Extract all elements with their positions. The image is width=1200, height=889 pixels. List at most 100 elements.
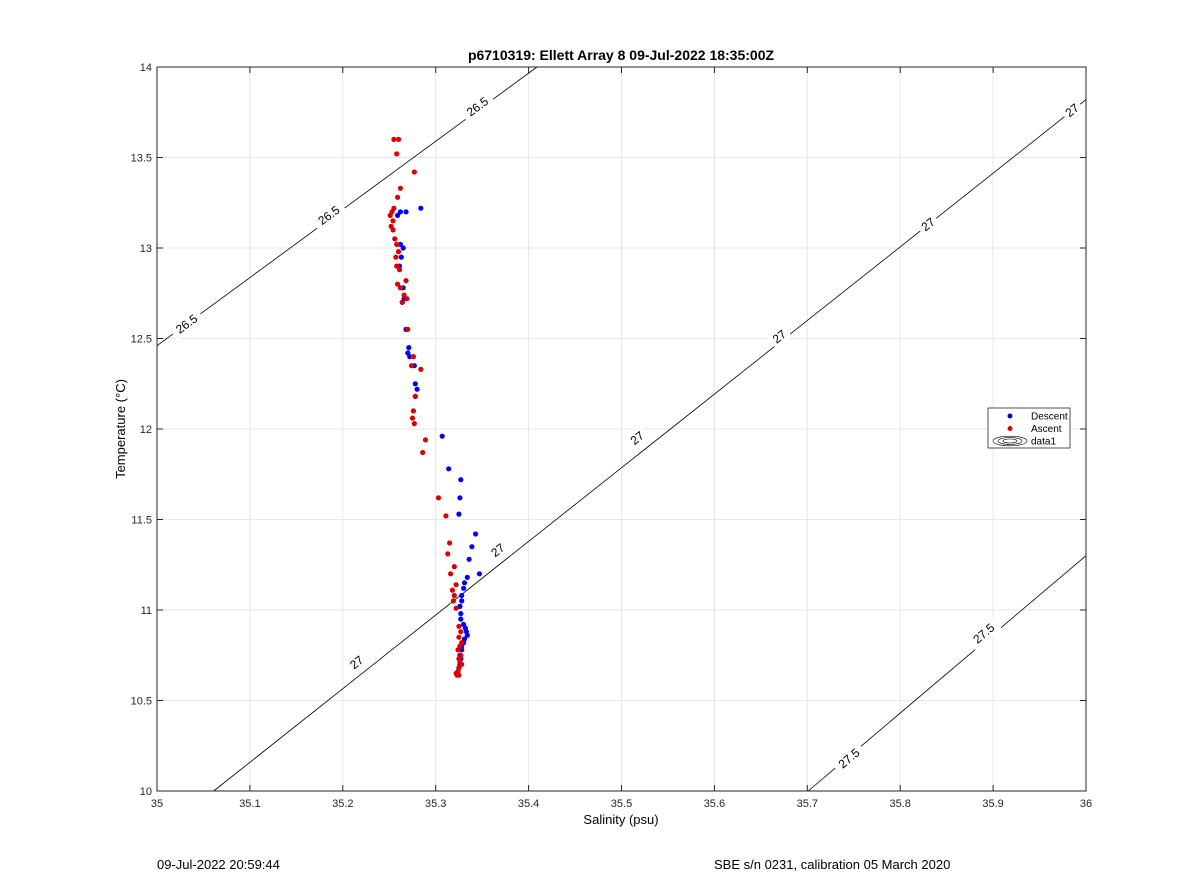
y-tick-label: 10: [140, 786, 152, 798]
x-tick-label: 35.2: [332, 798, 353, 810]
legend-box: [987, 407, 1071, 449]
ascent-point: [387, 212, 393, 218]
legend-marker-ascent: [1007, 426, 1013, 431]
footer-timestamp: 09-Jul-2022 20:59:44: [157, 857, 280, 872]
contour-label-background: [766, 324, 793, 350]
x-tick-label: 35.6: [704, 798, 725, 810]
contour-label-group: 27: [624, 425, 651, 451]
x-tick-label: 35.7: [797, 798, 818, 810]
ascent-point: [451, 564, 457, 570]
ascent-point: [403, 278, 409, 284]
ascent-point: [409, 415, 416, 421]
ascent-point: [395, 249, 402, 255]
ascent-point: [410, 354, 416, 360]
y-tick-label: 12: [140, 424, 152, 436]
ascent-point: [456, 634, 462, 640]
contour-label-background: [459, 90, 496, 124]
descent-point: [403, 209, 409, 215]
descent-point: [395, 212, 401, 218]
legend-label: Ascent: [1031, 424, 1062, 435]
chart-title: p6710319: Ellett Array 8 09-Jul-2022 18:…: [468, 47, 775, 63]
descent-point: [464, 574, 470, 581]
legend-contour-symbol: [997, 437, 1023, 445]
ascent-point: [412, 393, 418, 399]
descent-point: [466, 556, 472, 562]
legend-label: data1: [1031, 437, 1056, 448]
x-tick-label: 35.4: [518, 798, 539, 810]
ascent-point: [447, 540, 453, 546]
contour-label-background: [310, 198, 348, 232]
descent-point: [398, 254, 404, 260]
x-tick-label: 35: [151, 798, 163, 810]
descent-point: [439, 433, 445, 439]
ascent-point: [445, 551, 451, 557]
ascent-point: [418, 366, 424, 372]
contour-label-group: 27.5: [965, 616, 1002, 651]
legend-contour-symbol: [1002, 438, 1018, 444]
y-tick-label: 13.5: [131, 153, 152, 165]
contour-label-group: 27: [915, 212, 941, 237]
ascent-point: [453, 605, 459, 611]
ascent-point: [449, 587, 455, 593]
descent-point: [456, 511, 462, 517]
descent-point: [461, 585, 467, 591]
ascent-point: [458, 629, 464, 635]
descent-point: [400, 245, 406, 251]
axis-ticks: 35 35.1 35.2 35.3 35.4 35.5 35.6 35.7 35.8 35.9 36…: [131, 62, 1093, 810]
descent-point: [461, 580, 468, 586]
descent-point: [473, 531, 479, 537]
contour-label-group: 27: [766, 324, 793, 350]
ascent-point: [395, 281, 401, 287]
y-tick-label: 10.5: [131, 696, 152, 708]
descent-point: [476, 571, 482, 577]
contour-label-background: [830, 741, 868, 776]
ascent-point: [450, 598, 456, 604]
legend-marker-descent: [1007, 413, 1013, 419]
ascent-point: [459, 661, 465, 667]
x-axis-label: Salinity (psu): [583, 812, 658, 827]
descent-point: [457, 495, 463, 501]
descent-point: [397, 241, 403, 247]
ascent-point: [397, 185, 403, 191]
footer-calibration: SBE s/n 0231, calibration 05 March 2020: [714, 857, 951, 872]
descent-point: [446, 466, 452, 472]
descent-point: [414, 386, 420, 392]
x-tick-label: 35.8: [889, 798, 910, 810]
descent-point: [464, 632, 470, 638]
descent-point: [458, 611, 464, 617]
descent-point: [469, 544, 475, 550]
contour-label-background: [485, 537, 511, 563]
x-tick-label: 36: [1080, 798, 1092, 810]
ascent-point: [448, 571, 454, 577]
contour-label-group: 27: [343, 650, 370, 675]
descent-point: [412, 381, 418, 387]
x-tick-label: 35.3: [425, 798, 446, 810]
contour-label-background: [965, 616, 1002, 651]
contour-label-group: 27: [485, 537, 511, 563]
ascent-point: [401, 292, 407, 298]
contour-label-group: 27: [1059, 97, 1085, 123]
ascent-point: [394, 241, 400, 247]
descent-point: [406, 345, 412, 351]
ascent-point: [454, 672, 460, 678]
ascent-point: [420, 449, 426, 456]
contour-label-background: [915, 212, 941, 237]
isopycnal-27: [213, 99, 1087, 792]
ascent-point: [392, 236, 398, 242]
legend-contour-symbol: [992, 435, 1028, 447]
ascent-point: [395, 136, 402, 142]
contour-label-background: [624, 425, 651, 451]
ascent-point: [395, 194, 401, 200]
x-tick-label: 35.5: [611, 798, 632, 810]
contour-label-background: [168, 307, 206, 341]
ascent-point: [422, 437, 429, 443]
ascent-point: [394, 151, 400, 157]
ascent-point: [404, 296, 410, 302]
data-points: [387, 136, 482, 678]
ascent-point: [453, 582, 459, 588]
ascent-point: [408, 363, 415, 369]
y-axis-label: Temperature (°C): [113, 379, 128, 479]
ascent-point: [410, 408, 416, 414]
